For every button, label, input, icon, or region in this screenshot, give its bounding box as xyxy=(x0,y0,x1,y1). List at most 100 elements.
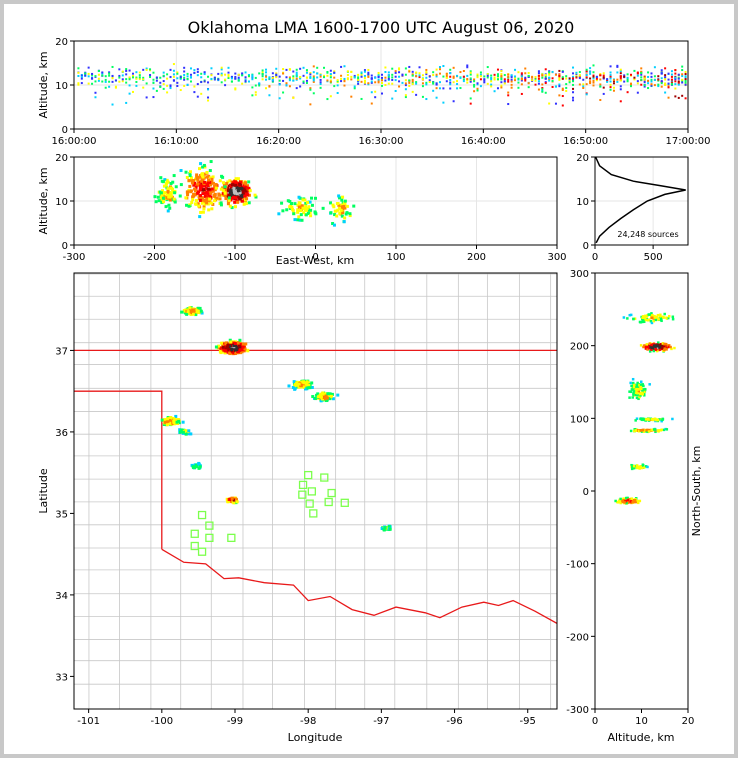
source-point xyxy=(230,75,233,78)
source-cell xyxy=(281,209,285,213)
source-point xyxy=(111,65,114,68)
source-cell xyxy=(193,181,197,185)
source-point xyxy=(462,78,465,81)
source-cell xyxy=(301,198,305,202)
source-cell xyxy=(188,306,192,310)
source-cell xyxy=(667,314,671,318)
source-cell xyxy=(222,181,226,185)
source-cell xyxy=(179,169,183,173)
source-point xyxy=(664,78,667,81)
source-cell xyxy=(227,198,231,202)
source-point xyxy=(473,85,476,88)
source-point xyxy=(630,73,633,76)
source-cell xyxy=(202,199,206,203)
source-point xyxy=(572,99,575,102)
source-point xyxy=(251,75,254,78)
source-cell xyxy=(156,195,160,199)
source-point xyxy=(227,66,230,69)
panel-c-xtick: 0 xyxy=(592,252,598,263)
source-point xyxy=(452,66,455,69)
source-point xyxy=(292,70,295,73)
source-point xyxy=(425,76,428,79)
source-point xyxy=(418,72,421,75)
source-cell xyxy=(234,180,238,184)
source-cell xyxy=(185,203,189,207)
source-cell xyxy=(218,193,222,197)
source-point xyxy=(135,71,138,74)
source-cell xyxy=(194,463,198,467)
source-cell xyxy=(219,203,223,207)
station-marker xyxy=(205,533,214,543)
source-cell xyxy=(632,385,636,389)
source-cell xyxy=(184,196,188,200)
source-point xyxy=(329,95,332,98)
source-cell xyxy=(305,380,309,384)
source-point xyxy=(510,86,513,89)
source-cell xyxy=(202,188,206,192)
source-point xyxy=(387,82,390,85)
source-cell xyxy=(643,316,647,320)
source-cell xyxy=(234,196,238,200)
source-cell xyxy=(667,316,670,320)
source-point xyxy=(684,81,687,84)
source-cell xyxy=(173,200,177,204)
source-point xyxy=(319,74,322,77)
source-point xyxy=(227,71,230,74)
source-point xyxy=(319,83,322,86)
source-cell xyxy=(237,187,241,191)
source-cell xyxy=(192,192,196,196)
source-point xyxy=(619,100,622,103)
source-cell xyxy=(662,428,666,432)
source-point xyxy=(674,78,677,81)
source-point xyxy=(408,81,411,84)
source-point xyxy=(309,73,312,76)
source-point xyxy=(282,91,285,94)
source-point xyxy=(527,75,530,78)
source-cell xyxy=(667,345,670,349)
source-cell xyxy=(205,175,209,179)
source-point xyxy=(490,74,493,77)
source-point xyxy=(476,89,479,92)
source-cell xyxy=(333,209,337,213)
source-point xyxy=(486,76,489,79)
panel-e-ylabel: North-South, km xyxy=(690,446,703,537)
source-point xyxy=(152,71,155,74)
source-point xyxy=(251,78,254,81)
source-point xyxy=(650,84,653,87)
source-point xyxy=(479,85,482,88)
source-cell xyxy=(229,198,233,202)
source-cell xyxy=(638,395,641,399)
source-point xyxy=(367,71,370,74)
source-cell xyxy=(162,184,166,188)
panel-e-ytick: 300 xyxy=(570,269,589,280)
source-point xyxy=(404,84,407,87)
panel-e-xtick: 0 xyxy=(592,716,598,727)
source-point xyxy=(616,80,619,83)
source-point xyxy=(636,74,639,77)
source-point xyxy=(367,83,370,86)
source-point xyxy=(357,76,360,79)
source-point xyxy=(541,83,544,86)
source-cell xyxy=(243,194,247,198)
source-point xyxy=(445,80,448,83)
source-cell xyxy=(644,347,648,350)
source-point xyxy=(486,66,489,69)
source-point xyxy=(387,74,390,77)
source-point xyxy=(234,88,237,91)
source-point xyxy=(118,74,121,77)
source-point xyxy=(500,73,503,76)
source-cell xyxy=(163,418,167,422)
source-point xyxy=(490,80,493,83)
source-point xyxy=(370,77,373,80)
source-cell xyxy=(246,184,250,188)
source-point xyxy=(500,81,503,84)
source-point xyxy=(200,81,203,84)
source-point xyxy=(674,76,677,79)
source-cell xyxy=(388,527,392,531)
source-point xyxy=(510,76,513,79)
source-cell xyxy=(340,198,344,202)
source-cell xyxy=(169,191,173,195)
source-point xyxy=(326,70,329,73)
source-cell xyxy=(338,205,342,209)
source-point xyxy=(442,75,445,78)
